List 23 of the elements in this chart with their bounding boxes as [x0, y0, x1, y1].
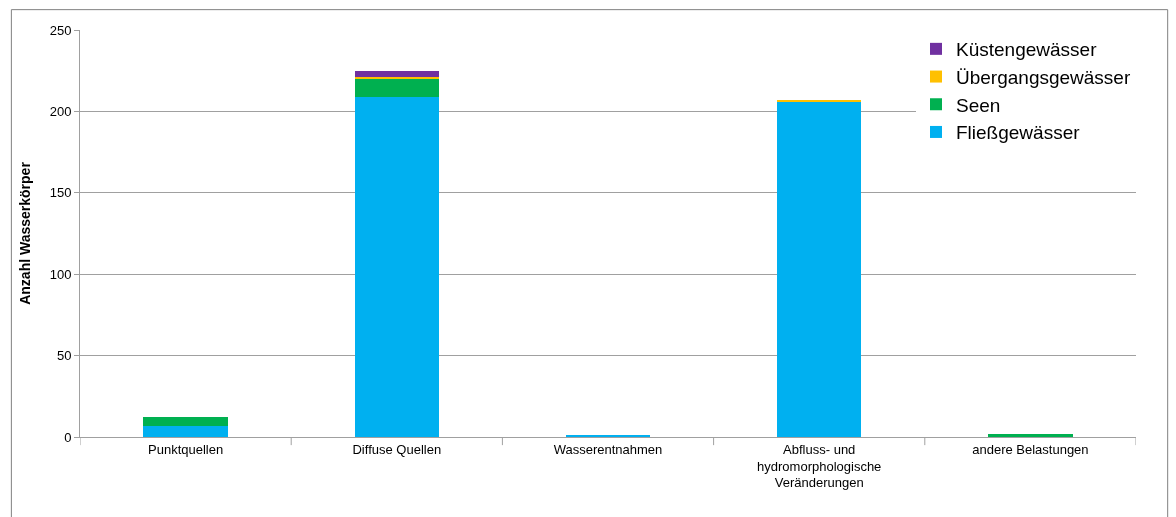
y-tick-label: 150 [49, 185, 72, 201]
y-tick-label: 100 [49, 266, 72, 282]
bar [354, 96, 440, 437]
y-tick-label: 50 [56, 348, 72, 364]
x-tick-label: andere Belastungen [972, 441, 1089, 457]
bar [988, 433, 1073, 437]
y-tick-label: 0 [64, 429, 72, 445]
x-tick-label: Wasserentnahmen [553, 441, 663, 457]
bar [776, 101, 862, 437]
legend-label: Fließgewässer [956, 122, 1081, 144]
y-tick-label: 200 [49, 103, 72, 119]
legend-label: Seen [956, 94, 1001, 116]
bar [354, 70, 440, 78]
x-tick-label: Diffuse Quellen [352, 441, 442, 457]
bar [143, 417, 228, 426]
x-tick-label: Abfluss- und hydromorphologische Veränderungen [757, 441, 882, 491]
bar [143, 425, 228, 437]
legend-label: Übergangsgewässer [956, 66, 1131, 88]
legend-label: Küstengewässer [956, 39, 1098, 61]
x-tick-label: Punktquellen [148, 441, 224, 457]
bar [354, 78, 440, 97]
y-tick-label: 250 [49, 22, 72, 38]
y-axis-title: Anzahl Wasserkörper [17, 161, 34, 305]
